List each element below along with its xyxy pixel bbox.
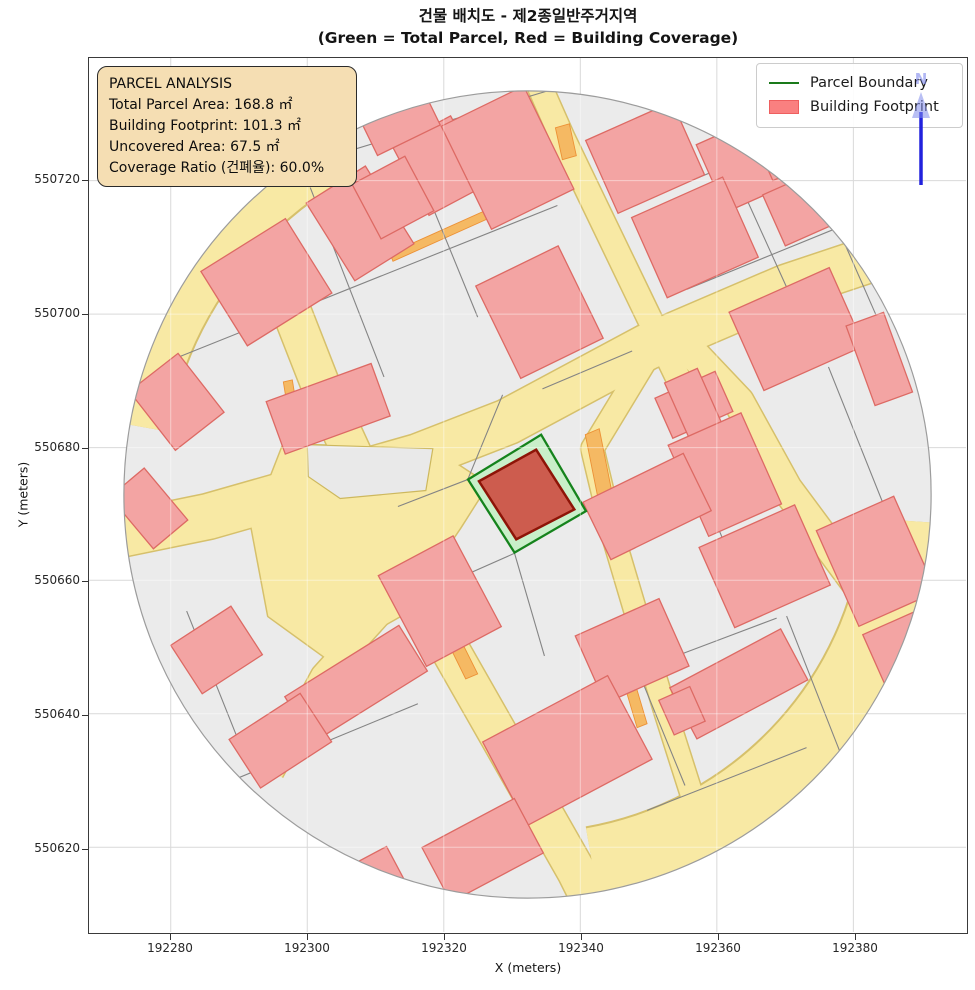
legend: Parcel Boundary Building Footprint: [756, 63, 963, 128]
info-total-area: Total Parcel Area: 168.8 ㎡: [109, 97, 293, 113]
x-tick-label: 192360: [695, 941, 741, 955]
y-tick-label: 550700: [34, 306, 80, 320]
y-axis-label: Y (meters): [15, 461, 31, 528]
chart-title: 건물 배치도 - 제2종일반주거지역 (Green = Total Parcel…: [88, 5, 968, 49]
x-tick-label: 192280: [147, 941, 193, 955]
plot-area: [88, 57, 968, 934]
x-tick-mark: [855, 934, 856, 940]
building-footprint: [477, 448, 577, 541]
junction-island: [306, 444, 434, 500]
info-building-footprint: Building Footprint: 101.3 ㎡: [109, 118, 302, 134]
buffer-outline: [123, 90, 932, 899]
y-tick-mark: [82, 715, 88, 716]
info-uncovered-area: Uncovered Area: 67.5 ㎡: [109, 139, 280, 155]
x-tick-label: 192300: [284, 941, 330, 955]
x-tick-mark: [444, 934, 445, 940]
y-tick-label: 550640: [34, 707, 80, 721]
x-tick-mark: [718, 934, 719, 940]
x-tick-label: 192380: [832, 941, 878, 955]
x-axis-label: X (meters): [494, 960, 562, 975]
info-coverage-ratio: Coverage Ratio (건폐율): 60.0%: [109, 160, 325, 176]
x-tick-mark: [170, 934, 171, 940]
legend-building-label: Building Footprint: [810, 99, 939, 115]
y-tick-mark: [82, 448, 88, 449]
parcel-boundary-line-swatch: [769, 82, 799, 84]
y-tick-mark: [82, 581, 88, 582]
y-tick-label: 550620: [34, 841, 80, 855]
parcel-analysis-box: PARCEL ANALYSIS Total Parcel Area: 168.8…: [97, 66, 357, 187]
y-tick-mark: [82, 180, 88, 181]
building-footprint-patch-swatch: [769, 100, 799, 114]
x-tick-label: 192340: [558, 941, 604, 955]
info-title: PARCEL ANALYSIS: [109, 76, 233, 92]
title-line-2: (Green = Total Parcel, Red = Building Co…: [317, 29, 739, 47]
x-tick-mark: [307, 934, 308, 940]
legend-row-building: Building Footprint: [769, 95, 952, 119]
legend-row-parcel: Parcel Boundary: [769, 71, 952, 95]
y-tick-label: 550680: [34, 440, 80, 454]
y-tick-mark: [82, 314, 88, 315]
title-line-1: 건물 배치도 - 제2종일반주거지역: [418, 7, 638, 25]
y-tick-label: 550660: [34, 573, 80, 587]
x-tick-label: 192320: [421, 941, 467, 955]
x-tick-mark: [581, 934, 582, 940]
road-junction: [251, 444, 488, 658]
y-tick-mark: [82, 849, 88, 850]
map-svg: [89, 58, 966, 932]
legend-parcel-label: Parcel Boundary: [810, 75, 928, 91]
y-tick-label: 550720: [34, 172, 80, 186]
